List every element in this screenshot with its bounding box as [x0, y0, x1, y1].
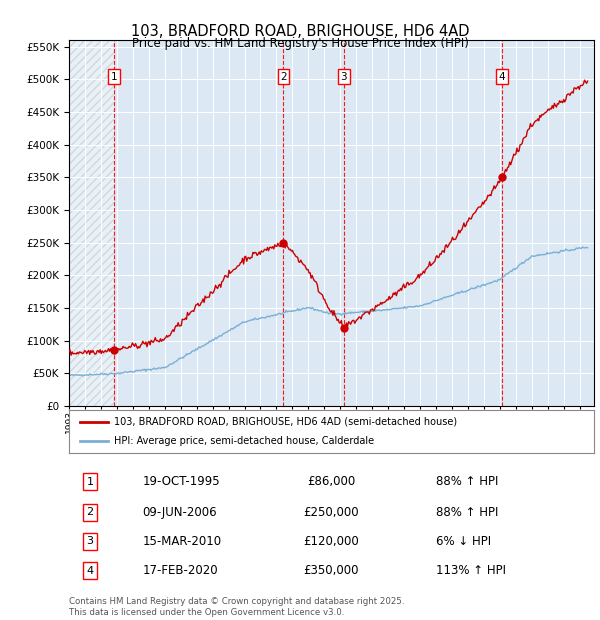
Text: 19-OCT-1995: 19-OCT-1995	[143, 475, 220, 488]
Text: HPI: Average price, semi-detached house, Calderdale: HPI: Average price, semi-detached house,…	[113, 436, 374, 446]
Text: 17-FEB-2020: 17-FEB-2020	[143, 564, 218, 577]
Text: £120,000: £120,000	[304, 535, 359, 548]
Text: Contains HM Land Registry data © Crown copyright and database right 2025.
This d: Contains HM Land Registry data © Crown c…	[69, 598, 404, 617]
Text: 2: 2	[280, 72, 287, 82]
Text: 113% ↑ HPI: 113% ↑ HPI	[437, 564, 506, 577]
Text: 2: 2	[86, 507, 94, 517]
Text: 3: 3	[86, 536, 94, 546]
Text: 6% ↓ HPI: 6% ↓ HPI	[437, 535, 491, 548]
Text: 15-MAR-2010: 15-MAR-2010	[143, 535, 221, 548]
Text: 1: 1	[86, 477, 94, 487]
Text: 4: 4	[499, 72, 505, 82]
Text: 1: 1	[110, 72, 117, 82]
Text: £86,000: £86,000	[307, 475, 356, 488]
Text: 3: 3	[340, 72, 347, 82]
Text: £250,000: £250,000	[304, 506, 359, 519]
Text: Price paid vs. HM Land Registry's House Price Index (HPI): Price paid vs. HM Land Registry's House …	[131, 37, 469, 50]
Text: £350,000: £350,000	[304, 564, 359, 577]
Text: 09-JUN-2006: 09-JUN-2006	[143, 506, 217, 519]
Text: 88% ↑ HPI: 88% ↑ HPI	[437, 506, 499, 519]
Bar	[69, 40, 113, 406]
Text: 4: 4	[86, 565, 94, 575]
Text: 103, BRADFORD ROAD, BRIGHOUSE, HD6 4AD (semi-detached house): 103, BRADFORD ROAD, BRIGHOUSE, HD6 4AD (…	[113, 417, 457, 427]
Text: 88% ↑ HPI: 88% ↑ HPI	[437, 475, 499, 488]
Text: 103, BRADFORD ROAD, BRIGHOUSE, HD6 4AD: 103, BRADFORD ROAD, BRIGHOUSE, HD6 4AD	[131, 24, 469, 38]
